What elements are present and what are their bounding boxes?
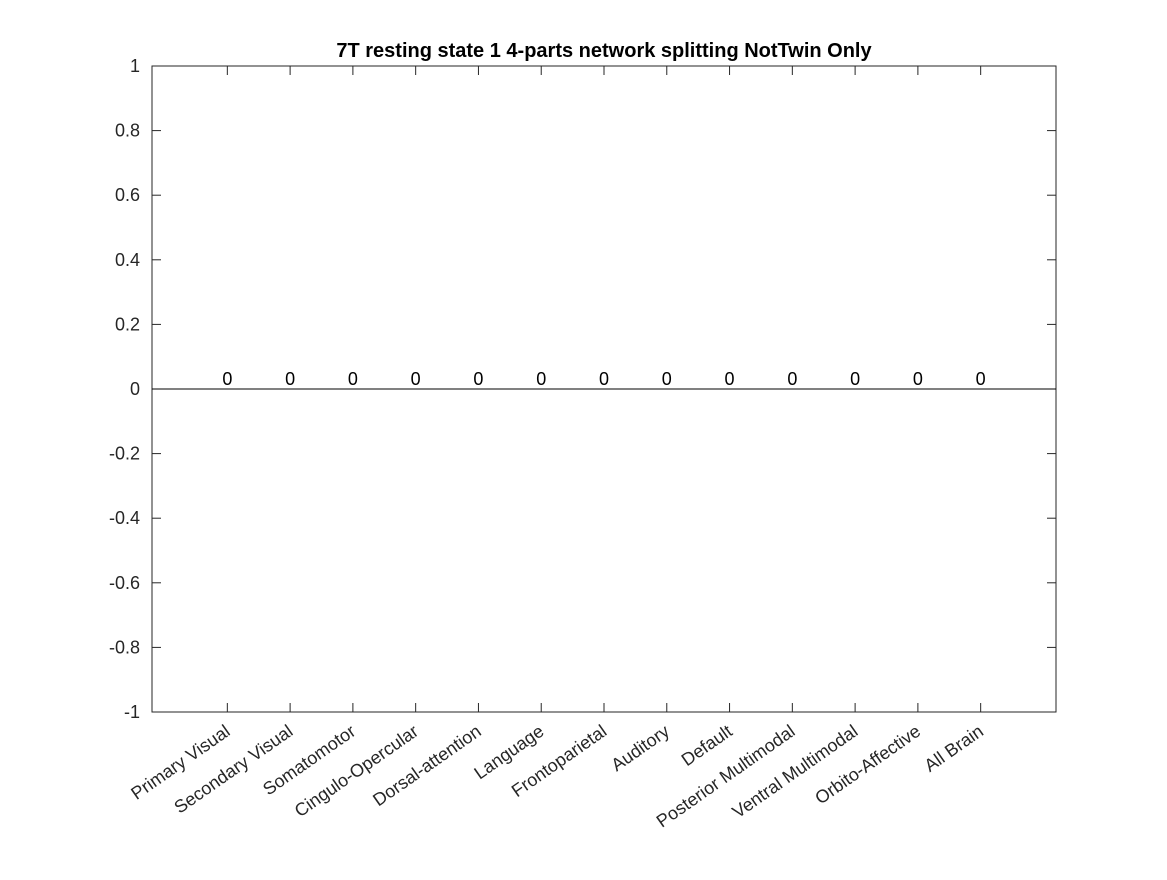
y-tick-label: 0.2 [115,314,140,334]
data-labels: 0 0 0 0 0 0 0 0 0 0 0 0 0 [222,369,985,389]
data-label: 0 [662,369,672,389]
data-label: 0 [348,369,358,389]
data-label: 0 [913,369,923,389]
y-tick-label: 0.8 [115,121,140,141]
y-tick-label: 0.4 [115,250,140,270]
y-tick-label: -0.2 [109,444,140,464]
data-label: 0 [976,369,986,389]
data-label: 0 [850,369,860,389]
data-label: 0 [411,369,421,389]
y-tick-label: 0 [130,379,140,399]
y-axis: -1 -0.8 -0.6 -0.4 -0.2 0 0.2 0.4 0.6 0.8 1 [109,56,1056,722]
data-label: 0 [536,369,546,389]
y-tick-label: -0.6 [109,573,140,593]
x-tick-label: All Brain [921,721,987,776]
y-tick-label: 0.6 [115,185,140,205]
y-tick-label: -0.8 [109,637,140,657]
x-tick-label: Dorsal-attention [369,721,485,810]
x-tick-label: Orbito-Affective [811,721,924,808]
y-tick-label: 1 [130,56,140,76]
data-label: 0 [222,369,232,389]
x-tick-label: Auditory [607,721,673,775]
chart-title: 7T resting state 1 4-parts network split… [336,40,872,62]
data-label: 0 [725,369,735,389]
data-label: 0 [599,369,609,389]
data-label: 0 [473,369,483,389]
y-tick-label: -1 [124,702,140,722]
data-label: 0 [285,369,295,389]
y-tick-label: -0.4 [109,508,140,528]
data-label: 0 [787,369,797,389]
